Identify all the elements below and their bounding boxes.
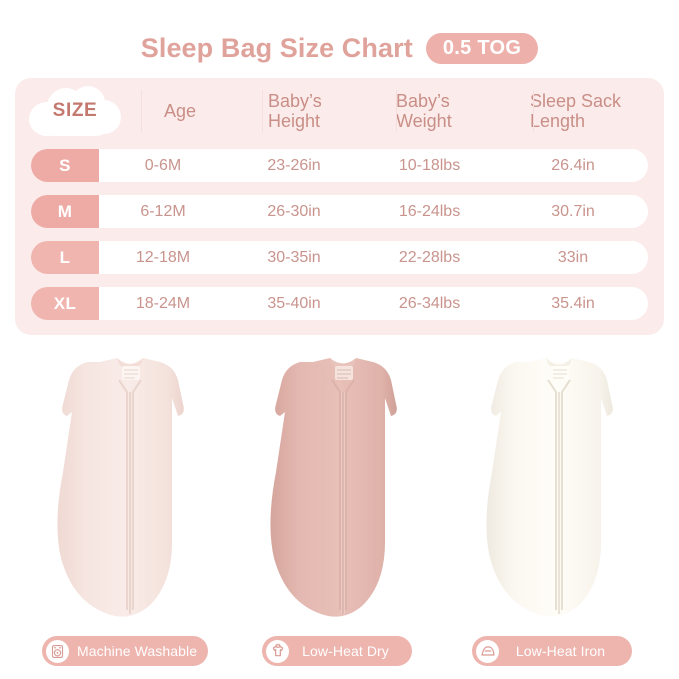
size-cloud-badge: SIZE: [27, 84, 123, 138]
cell-age: 12-18M: [135, 248, 191, 266]
cell-length: 30.7in: [551, 202, 595, 220]
product-blush-pink-sleep-bag: [23, 352, 237, 624]
cell-weight: 16-24lbs: [398, 202, 461, 220]
brand-tag: [335, 366, 353, 380]
bag-body: [57, 358, 184, 617]
table-row: M 6-12M 26-30in 16-24lbs 30.7in: [31, 195, 648, 228]
bag-body: [486, 358, 613, 617]
cloud-puff: [39, 106, 111, 136]
zipper-left: [331, 379, 341, 610]
iron-icon: [476, 639, 499, 663]
cell-height: 23-26in: [267, 156, 321, 174]
care-instructions: Machine Washable Low-Heat Dry Low-Heat I…: [0, 636, 679, 666]
column-header-weight-line2: Weight: [396, 111, 452, 131]
care-badge-low-heat-iron: Low-Heat Iron: [472, 636, 632, 666]
zipper-left: [547, 379, 557, 610]
column-header-age: Age: [164, 100, 197, 121]
column-header-length-line1: Sleep Sack: [530, 90, 622, 111]
column-header-height: Baby’s Height: [248, 91, 380, 131]
brand-tag: [122, 366, 140, 380]
table-header-row: SIZE Age Baby’s Height Baby’s Weight Sle…: [15, 78, 664, 144]
column-header-length-line2: Length: [530, 111, 586, 131]
cell-height: 30-35in: [267, 248, 321, 266]
cell-length: 26.4in: [551, 156, 595, 174]
header-divider: [396, 90, 397, 132]
header-divider: [533, 90, 534, 132]
sleep-bag-illustration: [270, 358, 397, 617]
product-dusty-rose-sleep-bag: [236, 352, 450, 624]
column-header-height-line2: Height: [268, 111, 321, 131]
column-header-height-line1: Baby’s: [268, 90, 322, 111]
zipper-left: [118, 379, 128, 610]
tumble-dry-shirt-icon: [266, 639, 289, 663]
cell-age: 0-6M: [144, 156, 182, 174]
row-size-pill: S: [31, 149, 99, 182]
table-row: XL 18-24M 35-40in 26-34lbs 35.4in: [31, 287, 648, 320]
cell-weight: 22-28lbs: [398, 248, 461, 266]
cell-height: 26-30in: [267, 202, 321, 220]
size-label: SIZE: [52, 100, 98, 122]
care-label: Low-Heat Dry: [302, 643, 389, 659]
page-title-row: Sleep Bag Size Chart 0.5 TOG: [0, 26, 679, 70]
table-row: L 12-18M 30-35in 22-28lbs 33in: [31, 241, 648, 274]
brand-tag: [551, 366, 569, 380]
cell-length: 33in: [557, 248, 589, 266]
zipper-right: [561, 379, 571, 610]
cell-weight: 10-18lbs: [398, 156, 461, 174]
zipper-right: [132, 379, 142, 610]
table-row: S 0-6M 23-26in 10-18lbs 26.4in: [31, 149, 648, 182]
care-badge-machine-washable: Machine Washable: [42, 636, 208, 666]
column-header-size: SIZE: [15, 84, 135, 138]
page-title: Sleep Bag Size Chart: [140, 32, 413, 63]
sleep-bag-illustration: [486, 358, 613, 617]
product-images: [0, 352, 679, 624]
cell-weight: 26-34lbs: [398, 294, 461, 312]
zipper-right: [345, 379, 355, 610]
care-badge-low-heat-dry: Low-Heat Dry: [262, 636, 412, 666]
row-size-pill: M: [31, 195, 99, 228]
row-size-pill: XL: [31, 287, 99, 320]
cell-age: 18-24M: [135, 294, 191, 312]
washing-machine-icon: [46, 639, 69, 663]
cell-age: 6-12M: [140, 202, 186, 220]
column-header-weight: Baby’s Weight: [380, 91, 516, 131]
cell-height: 35-40in: [267, 294, 321, 312]
row-size-pill: L: [31, 241, 99, 274]
tog-badge: 0.5 TOG: [425, 32, 539, 64]
care-label: Low-Heat Iron: [515, 643, 606, 659]
header-divider: [262, 90, 263, 132]
header-divider: [141, 90, 142, 132]
column-header-weight-line1: Baby’s: [396, 90, 450, 111]
column-header-length: Sleep Sack Length: [516, 91, 664, 131]
bag-body: [270, 358, 397, 617]
care-label: Machine Washable: [77, 643, 198, 659]
product-ivory-sleep-bag: [452, 352, 666, 624]
sleep-bag-illustration: [57, 358, 184, 617]
cell-length: 35.4in: [551, 294, 595, 312]
size-chart-table: SIZE Age Baby’s Height Baby’s Weight Sle…: [15, 78, 664, 335]
